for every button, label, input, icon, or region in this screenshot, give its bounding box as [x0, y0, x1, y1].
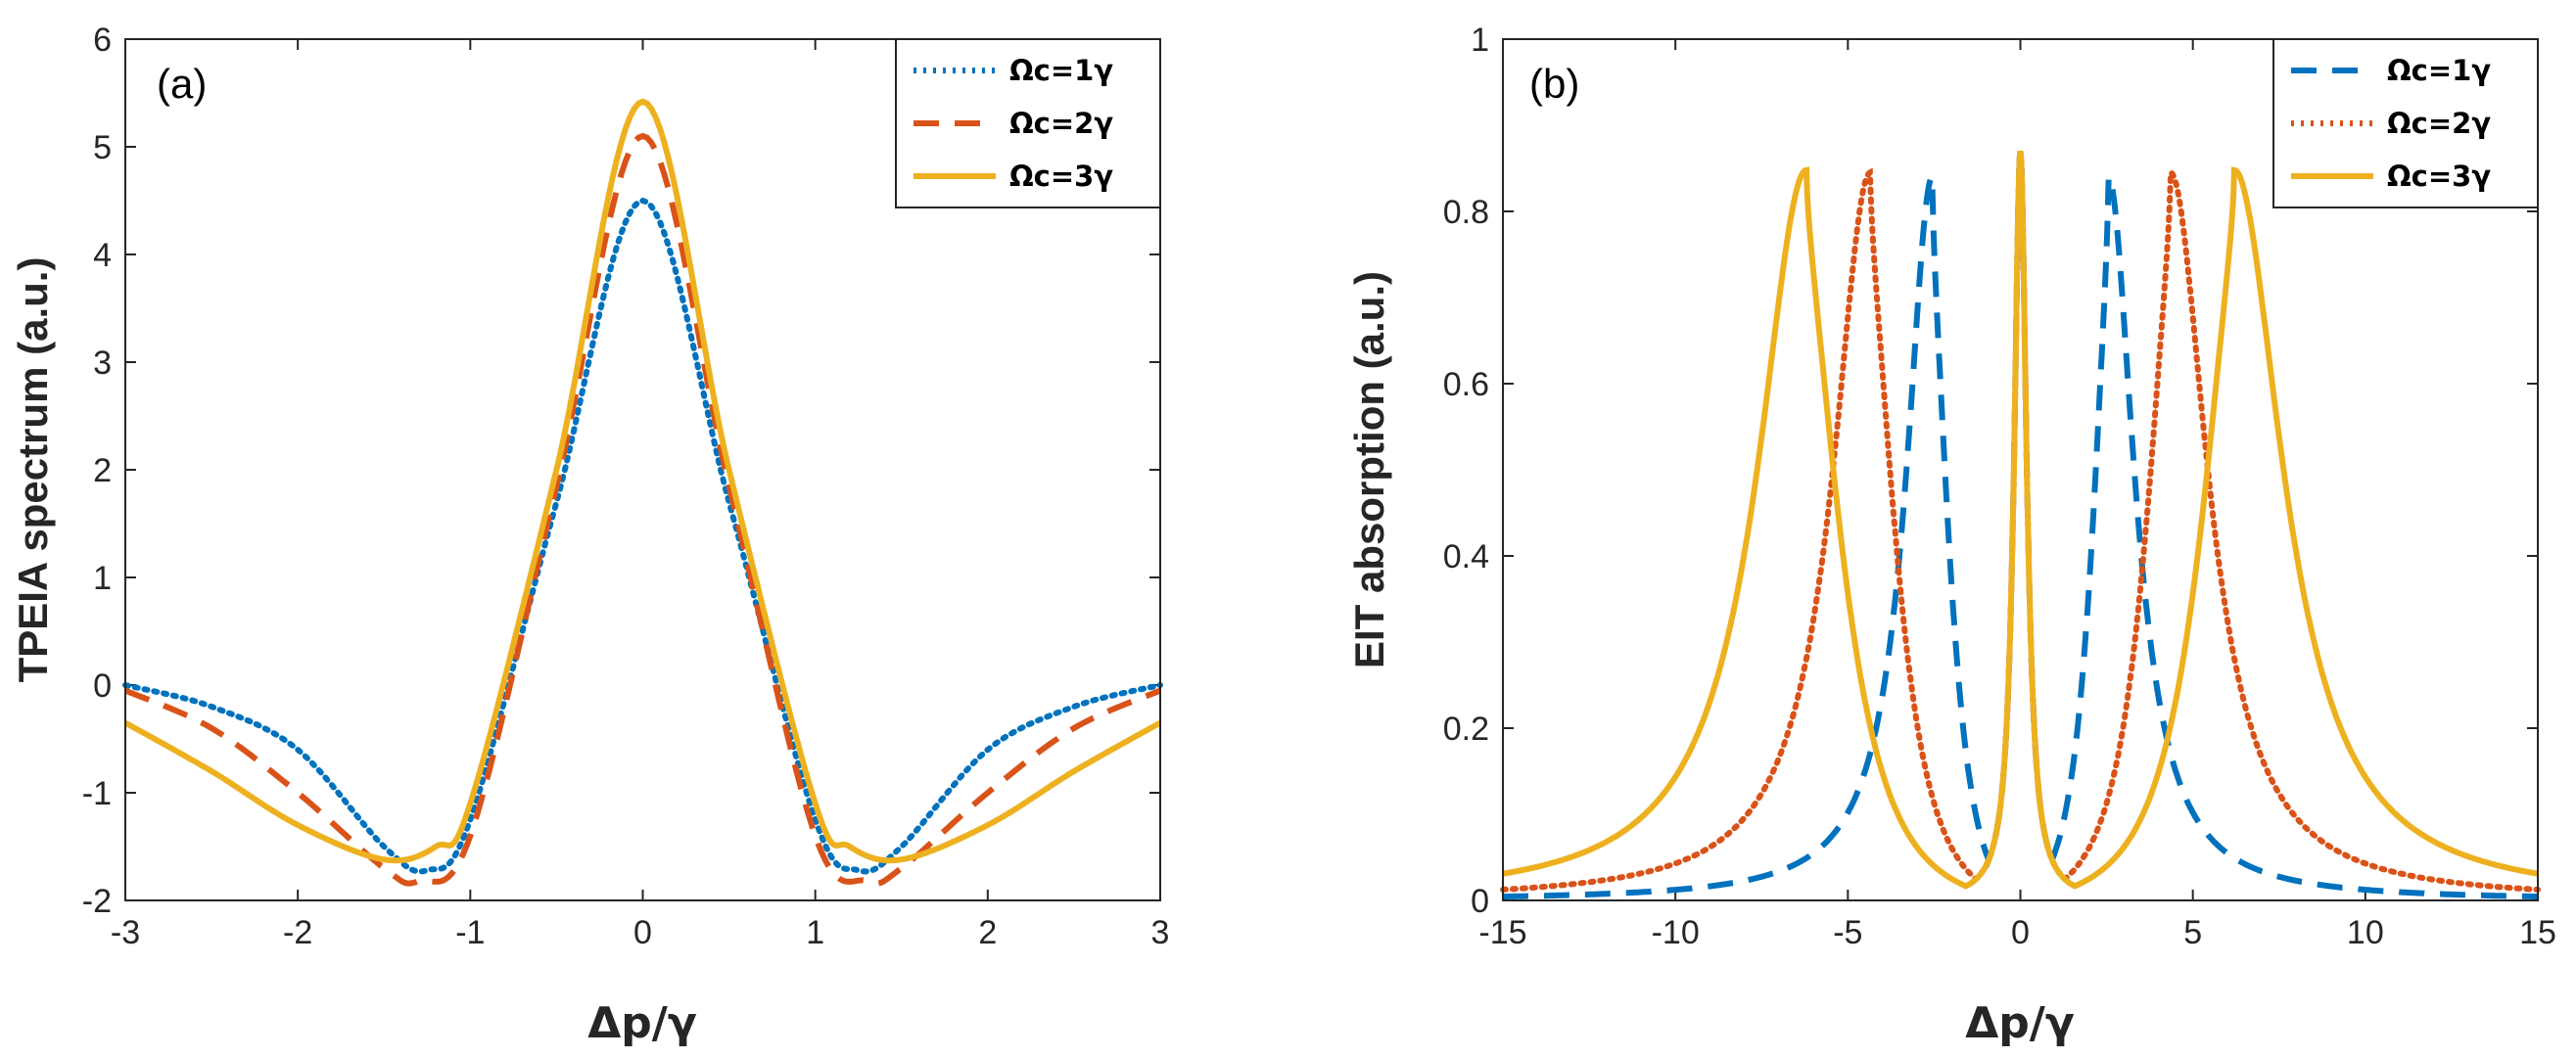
- panel-b-legend-label: Ωc=2γ: [2387, 107, 2491, 140]
- panel-b-ticks: -15 -10 -5 0 5 10 15 0 0.2 0.4 0.6 0.8 1: [1443, 22, 2556, 951]
- panel-b-legend-label: Ωc=3γ: [2387, 160, 2491, 193]
- panel-b-legend-label: Ωc=1γ: [2387, 54, 2491, 87]
- panel-a-series-3-line: [123, 98, 1162, 864]
- y-tick-label: 6: [93, 22, 112, 59]
- y-tick-label: 3: [93, 345, 112, 382]
- panel-b-series-2-line: [1500, 151, 2541, 893]
- y-tick-label: 0.8: [1443, 194, 1489, 231]
- x-tick-label: -10: [1652, 914, 1700, 951]
- y-tick-label: 2: [93, 452, 112, 489]
- panel-a-x-axis-label: Δp/γ: [587, 998, 697, 1048]
- panel-b-series-1-line: [1503, 151, 2538, 900]
- y-tick-label: 1: [1471, 22, 1489, 59]
- panel-b-series-3-line: [1502, 151, 2539, 890]
- y-tick-label: 0.6: [1443, 366, 1489, 403]
- x-tick-label: 3: [1151, 914, 1170, 951]
- x-tick-label: -2: [283, 914, 312, 951]
- panel-a-y-axis-label: TPEIA spectrum (a.u.): [10, 257, 56, 683]
- panel-a-series-1-line: [122, 197, 1163, 875]
- panel-a-legend-label: Ωc=1γ: [1009, 54, 1113, 87]
- y-tick-label: 0.4: [1443, 538, 1489, 575]
- y-tick-label: 0: [1471, 883, 1489, 920]
- x-tick-label: 2: [978, 914, 997, 951]
- panel-a-legend: Ωc=1γ Ωc=2γ Ωc=3γ: [895, 38, 1161, 208]
- panel-a-axes-box: [124, 38, 1161, 901]
- y-tick-label: 5: [93, 129, 112, 166]
- panel-b-axes-box: [1502, 38, 2539, 901]
- y-tick-label: 1: [93, 560, 112, 597]
- x-tick-label: 10: [2347, 914, 2384, 951]
- panel-a-legend-label: Ωc=2γ: [1009, 107, 1113, 140]
- panel-a-legend-box: [895, 38, 1161, 208]
- panel-a-series-2-line: [123, 132, 1162, 887]
- y-tick-label: -2: [82, 883, 112, 920]
- y-tick-label: 4: [93, 237, 112, 274]
- x-tick-label: -5: [1833, 914, 1862, 951]
- panel-b-legend: Ωc=1γ Ωc=2γ Ωc=3γ: [2272, 38, 2539, 208]
- panel-b-label: (b): [1529, 61, 1579, 107]
- x-tick-label: -1: [455, 914, 485, 951]
- y-tick-label: -1: [82, 775, 112, 812]
- x-tick-label: -15: [1478, 914, 1526, 951]
- panel-a-legend-label: Ωc=3γ: [1009, 160, 1113, 193]
- x-tick-label: 0: [633, 914, 652, 951]
- panel-a-lines: [122, 98, 1163, 887]
- y-tick-label: 0: [93, 667, 112, 705]
- x-tick-label: -3: [111, 914, 140, 951]
- panel-a-label: (a): [157, 61, 207, 107]
- panel-b-legend-box: [2272, 38, 2539, 208]
- panel-b-x-axis-label: Δp/γ: [1965, 998, 2075, 1048]
- panel-b-y-axis-label: EIT absorption (a.u.): [1346, 271, 1392, 668]
- x-tick-label: 5: [2183, 914, 2202, 951]
- x-tick-label: 15: [2519, 914, 2556, 951]
- chart-panel-b: -15 -10 -5 0 5 10 15 0 0.2 0.4 0.6 0.8 1 (b) EIT abs…: [1346, 22, 2556, 1048]
- panel-b-lines: [1500, 151, 2541, 900]
- x-tick-label: 0: [2011, 914, 2030, 951]
- y-tick-label: 0.2: [1443, 711, 1489, 748]
- x-tick-label: 1: [806, 914, 824, 951]
